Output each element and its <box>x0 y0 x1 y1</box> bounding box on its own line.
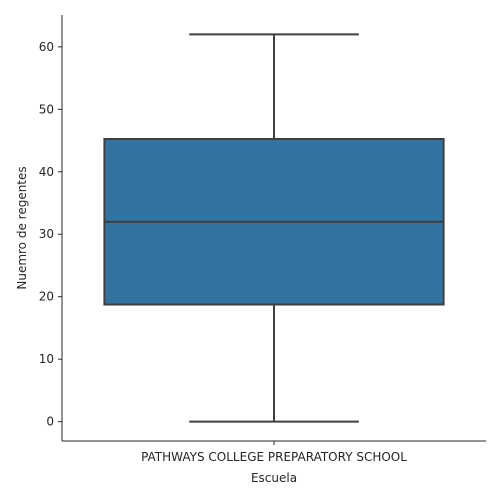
y-tick-label: 10 <box>39 352 54 366</box>
y-tick-label: 30 <box>39 227 54 241</box>
y-axis-label: Nuemro de regentes <box>15 166 29 289</box>
y-tick-label: 20 <box>39 290 54 304</box>
y-tick-label: 60 <box>39 40 54 54</box>
y-axis-ticks: 0 10 20 30 40 50 60 <box>39 40 62 429</box>
y-tick-label: 40 <box>39 165 54 179</box>
y-tick-label: 50 <box>39 102 54 116</box>
x-axis-label: Escuela <box>251 471 297 485</box>
x-axis-ticks: PATHWAYS COLLEGE PREPARATORY SCHOOL <box>141 441 407 464</box>
plot-area <box>103 33 445 423</box>
x-tick-label: PATHWAYS COLLEGE PREPARATORY SCHOOL <box>141 450 407 464</box>
y-tick-label: 0 <box>46 415 54 429</box>
